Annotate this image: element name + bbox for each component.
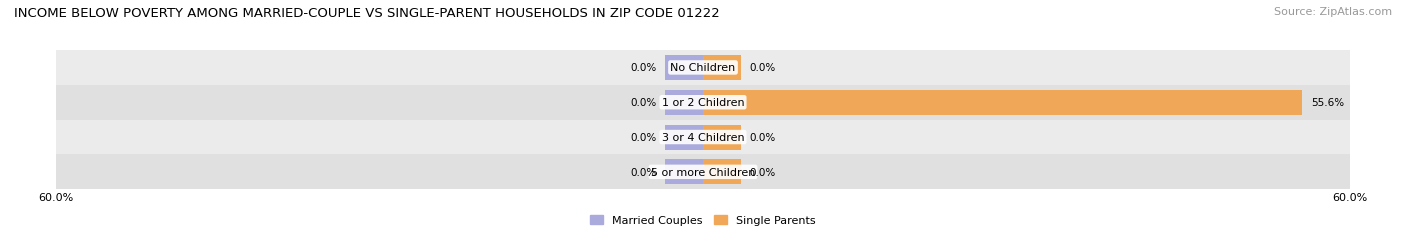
Bar [665, 160, 703, 185]
Bar [703, 56, 741, 81]
Text: 0.0%: 0.0% [749, 132, 776, 143]
Text: 5 or more Children: 5 or more Children [651, 167, 755, 177]
Legend: Married Couples, Single Parents: Married Couples, Single Parents [591, 215, 815, 225]
Text: 3 or 4 Children: 3 or 4 Children [662, 132, 744, 143]
Text: INCOME BELOW POVERTY AMONG MARRIED-COUPLE VS SINGLE-PARENT HOUSEHOLDS IN ZIP COD: INCOME BELOW POVERTY AMONG MARRIED-COUPL… [14, 7, 720, 20]
Bar [703, 125, 741, 150]
Bar [665, 90, 703, 115]
Text: No Children: No Children [671, 63, 735, 73]
Text: Source: ZipAtlas.com: Source: ZipAtlas.com [1274, 7, 1392, 17]
Bar [56, 120, 1350, 155]
Text: 55.6%: 55.6% [1310, 98, 1344, 108]
Text: 0.0%: 0.0% [749, 167, 776, 177]
Bar [665, 125, 703, 150]
Bar [56, 155, 1350, 189]
Bar [665, 56, 703, 81]
Text: 0.0%: 0.0% [749, 63, 776, 73]
Text: 0.0%: 0.0% [630, 132, 657, 143]
Bar [56, 51, 1350, 85]
Text: 1 or 2 Children: 1 or 2 Children [662, 98, 744, 108]
Text: 0.0%: 0.0% [630, 167, 657, 177]
Bar [703, 160, 741, 185]
Bar [703, 90, 1302, 115]
Bar [56, 85, 1350, 120]
Text: 0.0%: 0.0% [630, 63, 657, 73]
Text: 0.0%: 0.0% [630, 98, 657, 108]
